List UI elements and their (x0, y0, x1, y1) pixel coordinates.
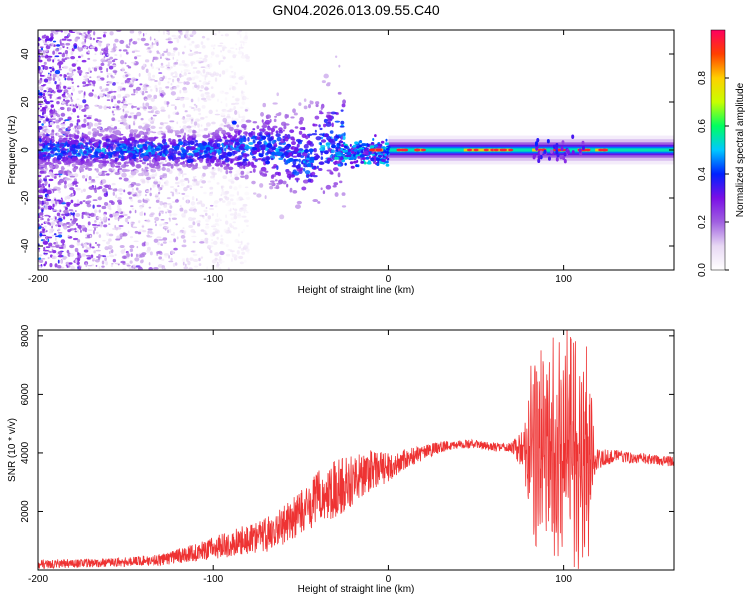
y-tick-label: 4000 (20, 441, 31, 464)
spectrogram-y-axis-label: Frequency (Hz) (7, 116, 18, 185)
y-tick-label: 6000 (20, 383, 31, 406)
x-tick-label: -100 (203, 274, 223, 285)
figure-title: GN04.2026.013.09.55.C40 (272, 2, 440, 18)
spectrogram-x-ticks: -200 -100 0 100 (28, 30, 572, 285)
x-tick-label: 0 (386, 574, 392, 585)
colorbar-tick-label: 0.2 (697, 215, 708, 229)
spectrogram-wandering-band (38, 55, 347, 220)
spectrogram-y-ticks: -40 -20 0 20 40 (20, 48, 674, 253)
snr-x-ticks: -200 -100 0 100 (28, 330, 572, 585)
colorbar-tick-label: 0.6 (697, 119, 708, 133)
spectrogram-steady-band (334, 134, 674, 169)
x-tick-label: -200 (28, 274, 48, 285)
y-tick-label: 2000 (20, 500, 31, 523)
colorbar-ticks: 0.0 0.2 0.4 0.6 0.8 (697, 29, 729, 277)
x-tick-label: 0 (386, 274, 392, 285)
spectrogram-x-axis-label: Height of straight line (km) (298, 285, 415, 296)
snr-series-line (38, 330, 674, 570)
y-tick-label: 40 (20, 48, 31, 60)
colorbar-tick-label: 0.0 (697, 263, 708, 277)
y-tick-label: 20 (20, 96, 31, 108)
spectrogram-content (38, 30, 674, 270)
colorbar-gradient (711, 30, 725, 270)
y-tick-label: 8000 (20, 324, 31, 347)
y-tick-label: -20 (20, 190, 31, 205)
colorbar-label: Normalized spectral amplitude (735, 82, 746, 217)
colorbar: 0.0 0.2 0.4 0.6 0.8 Normalized spectral ampl… (697, 29, 746, 277)
colorbar-tick-label: 0.8 (697, 71, 708, 85)
y-tick-label: -40 (20, 238, 31, 253)
snr-y-ticks: 2000 4000 6000 8000 (20, 324, 674, 523)
colorbar-frame (710, 29, 726, 271)
colorbar-tick-label: 0.4 (697, 167, 708, 181)
snr-y-axis-label: SNR (10 * v/v) (7, 418, 18, 482)
x-tick-label: 100 (555, 574, 572, 585)
x-tick-label: 100 (555, 274, 572, 285)
snr-panel: -200 -100 0 100 2000 4000 6000 8000 Height of … (7, 324, 675, 595)
snr-x-axis-label: Height of straight line (km) (298, 584, 415, 595)
x-tick-label: -200 (28, 574, 48, 585)
x-tick-label: -100 (203, 574, 223, 585)
snr-frame (37, 329, 675, 571)
y-tick-label: 0 (20, 147, 31, 153)
